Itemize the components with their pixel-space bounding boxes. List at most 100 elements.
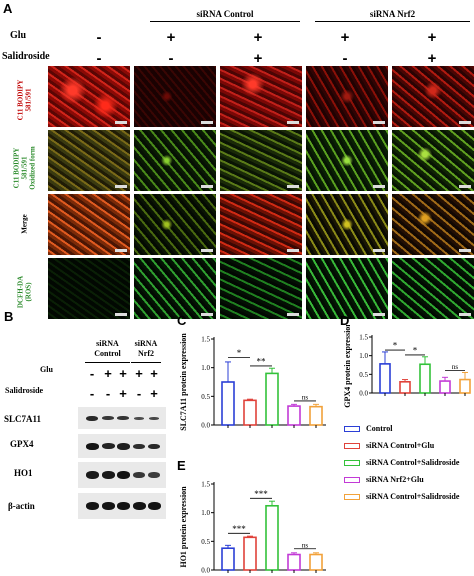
panel-b-group-control-line2: Control [94, 349, 121, 358]
blot-band [149, 416, 159, 420]
significance-label: ns [302, 393, 309, 401]
bar-4 [439, 380, 451, 394]
micrograph-r3-c2 [134, 194, 216, 255]
blot-band [133, 443, 145, 449]
blot-strip-gpx4 [78, 434, 166, 458]
panel-a-glu-mark-4: + [340, 29, 350, 46]
bar-1 [379, 363, 391, 394]
y-tick-label: 0.5 [201, 393, 210, 401]
y-tick-label: 1.5 [359, 334, 368, 342]
legend-label: siRNA Nrf2+Glu [366, 475, 424, 484]
legend-label: siRNA Control+Salidroside [366, 492, 460, 501]
panel-a-glu-mark-1: - [96, 29, 102, 46]
scale-bar [201, 121, 213, 124]
y-tick-label: 0.5 [359, 371, 368, 379]
panel-a-row-label-line: DCFH-DA [16, 275, 25, 309]
y-tick-label: 1.0 [201, 364, 210, 372]
y-tick-label: 1.5 [201, 481, 210, 489]
scale-bar [459, 121, 471, 124]
y-tick-label: 0.0 [201, 422, 210, 430]
legend-entry: siRNA Control+Salidroside [344, 492, 459, 501]
panel-b-letter: B [4, 309, 14, 324]
micrograph-r1-c2 [134, 66, 216, 127]
bar-3 [265, 372, 279, 426]
panel-b-salidroside-mark-3: + [119, 386, 127, 401]
chart-ylabel: SLC7A11 protein expression [179, 333, 188, 431]
scale-bar [201, 249, 213, 252]
chart-e: HO1 protein expression 0.0 0.5 1.0 1.5 *** ***… [179, 481, 326, 575]
scale-bar [287, 121, 299, 124]
panel-b-glu-label: Glu [40, 365, 53, 374]
panel-a-row-label-line: C11 BODIPY [12, 147, 21, 189]
blot-band [101, 471, 115, 479]
legend-swatch [344, 493, 360, 500]
panel-b-group-nrf2: siRNA Nrf2 [131, 339, 161, 359]
chart-d: GPX4 protein expression 0.0 0.5 1.0 1.5 * * ns [343, 325, 471, 408]
legend-label: siRNA Control+Salidroside [366, 458, 460, 467]
y-tick-label: 0.5 [201, 538, 210, 546]
blot-label-slc7a11: SLC7A11 [4, 414, 42, 424]
blot-band [116, 442, 130, 450]
panel-c-letter: C [177, 313, 187, 328]
scale-bar [373, 313, 385, 316]
micrograph-r3-c3 [220, 194, 302, 255]
micrograph-r4-c3 [220, 258, 302, 319]
panel-a-glu-mark-3: + [253, 29, 263, 46]
scale-bar [201, 185, 213, 188]
bar-2 [243, 536, 257, 571]
bar-3 [265, 504, 279, 571]
micrograph-r2-c2 [134, 130, 216, 191]
scale-bar [115, 249, 127, 252]
panel-b-group-control-line1: siRNA [96, 339, 119, 348]
chart-ylabel: HO1 protein expression [179, 486, 188, 568]
blot-label-gpx4: GPX4 [10, 439, 34, 449]
panel-a-row-label-line: 581/591 [24, 88, 33, 112]
micrograph-r2-c4 [306, 130, 388, 191]
micrograph-r1-c5 [392, 66, 474, 127]
panel-b-group-underline-control [85, 362, 130, 363]
panel-a-letter: A [3, 1, 13, 16]
scale-bar [115, 185, 127, 188]
blot-band [117, 416, 129, 420]
micrograph-r4-c2 [134, 258, 216, 319]
panel-d-letter: D [340, 313, 350, 328]
blot-band [86, 415, 98, 421]
y-tick-label: 1.0 [359, 352, 368, 360]
significance-label: ns [452, 363, 459, 371]
panel-b-glu-mark-1: - [89, 366, 95, 381]
panel-a-row-label-1: C11 BODIPY 581/591 [17, 70, 33, 131]
panel-a-row-label-3: Merge [21, 194, 29, 255]
panel-a-glu-mark-5: + [427, 29, 437, 46]
blot-band [101, 502, 115, 510]
panel-a-row-label-line: (ROS) [24, 282, 33, 302]
blot-band [132, 502, 146, 510]
panel-b-salidroside-mark-4: - [136, 386, 142, 401]
legend-label: Control [366, 424, 393, 433]
panel-a-salidroside-label: Salidroside [2, 51, 50, 62]
panel-b-salidroside-label: Salidroside [5, 386, 44, 395]
bar-2 [243, 399, 257, 426]
blot-band [85, 442, 99, 450]
scale-bar [287, 185, 299, 188]
panel-a-salidroside-mark-3: + [253, 50, 263, 67]
bar-1 [221, 547, 235, 571]
scale-bar [115, 313, 127, 316]
scale-bar [459, 249, 471, 252]
blot-band [133, 472, 145, 478]
blot-strip--actin [78, 493, 166, 519]
micrograph-r2-c1 [48, 130, 130, 191]
y-tick-label: 1.0 [201, 509, 210, 517]
blot-strip-slc7a11 [78, 407, 166, 429]
legend-swatch [344, 459, 360, 466]
panel-a-row-label-line: Merge [20, 214, 29, 234]
micrograph-r3-c4 [306, 194, 388, 255]
panel-a-row-label-line: 581/591 [20, 156, 29, 180]
blot-strip-ho1 [78, 462, 166, 488]
micrograph-r3-c1 [48, 194, 130, 255]
micrograph-r4-c4 [306, 258, 388, 319]
legend-label: siRNA Control+Glu [366, 441, 435, 450]
blot-band [102, 416, 114, 420]
micrograph-r4-c1 [48, 258, 130, 319]
significance-label: *** [232, 524, 246, 534]
panel-a-salidroside-mark-5: + [427, 50, 437, 67]
